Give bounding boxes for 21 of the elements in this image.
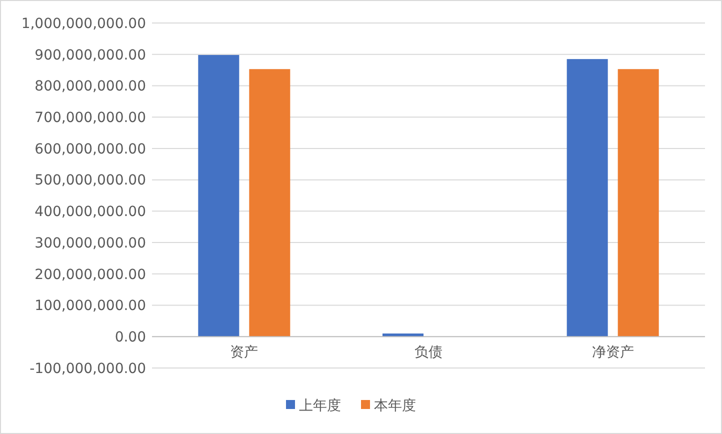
x-tick-label: 资产 — [230, 344, 258, 361]
y-tick-label: 100,000,000.00 — [34, 298, 146, 314]
legend-label: 上年度 — [299, 398, 341, 414]
y-tick-label: -100,000,000.00 — [30, 360, 146, 377]
x-tick-label: 净资产 — [592, 344, 634, 361]
x-tick-label: 负债 — [414, 344, 442, 361]
y-tick-label: 500,000,000.00 — [34, 172, 146, 189]
legend-label: 本年度 — [374, 398, 416, 414]
y-tick-label: 400,000,000.00 — [34, 204, 146, 220]
bar — [566, 59, 608, 337]
y-tick-label: 200,000,000.00 — [34, 266, 146, 283]
y-tick-label: 300,000,000.00 — [34, 235, 146, 252]
y-tick-label: 700,000,000.00 — [34, 110, 146, 126]
y-tick-label: 600,000,000.00 — [34, 141, 146, 158]
y-tick-label: 0.00 — [114, 330, 146, 346]
y-tick-label: 1,000,000,000.00 — [21, 16, 146, 32]
bar — [198, 54, 240, 337]
y-tick-label: 800,000,000.00 — [34, 78, 146, 95]
bar — [618, 69, 659, 337]
y-tick-label: 900,000,000.00 — [34, 47, 146, 64]
bar — [249, 69, 290, 337]
